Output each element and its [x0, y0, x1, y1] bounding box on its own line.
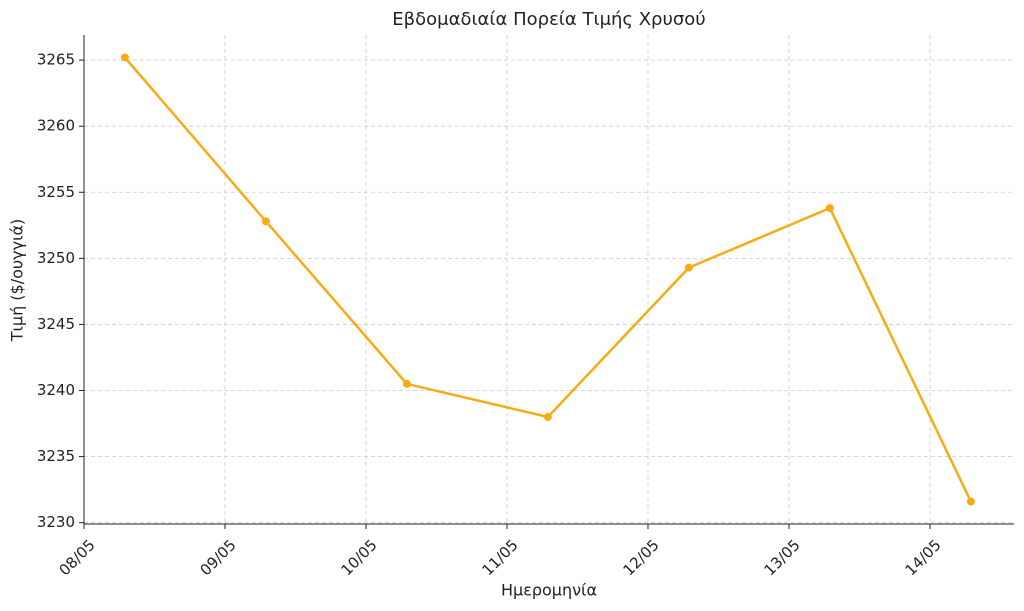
y-tick-label: 3230 — [37, 513, 75, 531]
point — [261, 217, 270, 226]
y-tick-label: 3235 — [37, 447, 75, 465]
y-axis-label: Τιμή ($/ουγγιά) — [8, 219, 27, 343]
x-tick-label: 14/05 — [901, 536, 944, 579]
chart-title: Εβδομαδιαία Πορεία Τιμής Χρυσού — [392, 9, 705, 30]
x-axis-label: Ημερομηνία — [501, 581, 597, 600]
point — [543, 412, 552, 421]
x-tick-label: 13/05 — [760, 536, 803, 579]
x-tick-label: 12/05 — [619, 536, 662, 579]
y-tick-label: 3245 — [37, 315, 75, 333]
point — [120, 53, 129, 62]
x-tick-label: 10/05 — [337, 536, 380, 579]
x-tick-label: 08/05 — [55, 536, 98, 579]
point — [825, 204, 834, 213]
y-tick-label: 3265 — [37, 51, 75, 69]
y-tick-label: 3260 — [37, 117, 75, 135]
line — [123, 56, 973, 503]
y-tick-label: 3250 — [37, 249, 75, 267]
x-tick-label: 11/05 — [478, 536, 521, 579]
point — [684, 263, 693, 272]
point — [966, 497, 975, 506]
y-tick-label: 3240 — [37, 381, 75, 399]
y-tick-label: 3255 — [37, 183, 75, 201]
x-tick-label: 09/05 — [196, 536, 239, 579]
point — [402, 379, 411, 388]
